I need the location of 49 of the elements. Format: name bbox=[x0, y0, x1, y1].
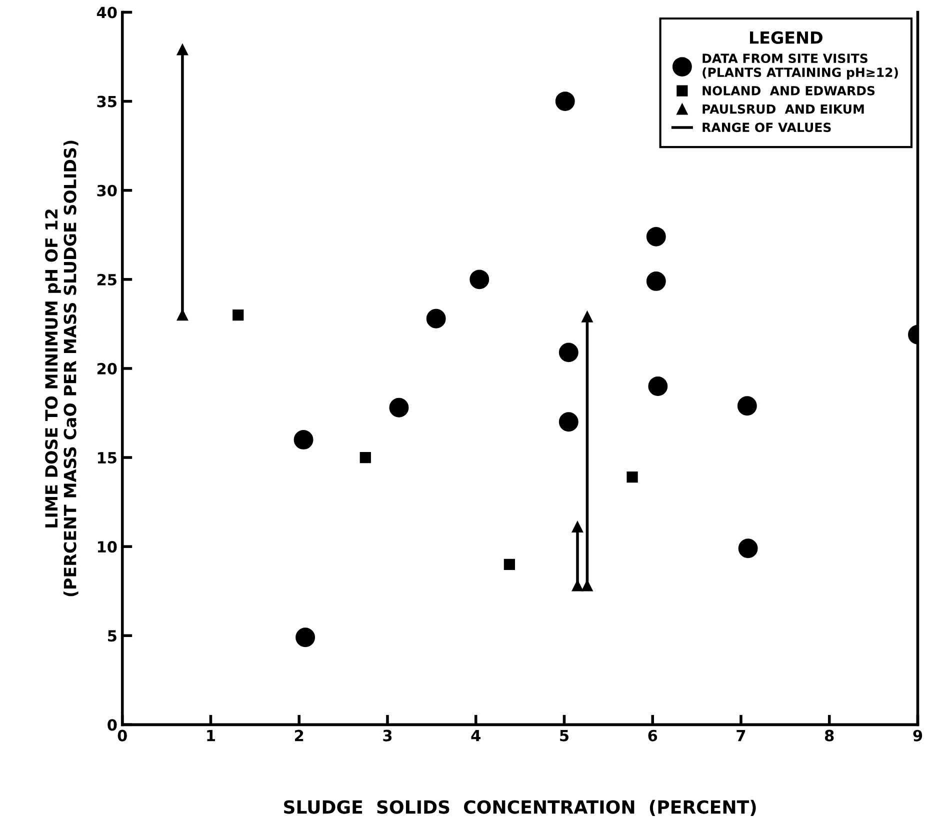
point bbox=[572, 521, 584, 533]
y-tick-label: 30 bbox=[97, 184, 117, 196]
x-tick-label: 0 bbox=[118, 730, 127, 742]
point bbox=[389, 398, 409, 418]
legend-label: NOLAND AND EDWARDS bbox=[702, 86, 875, 96]
point bbox=[296, 628, 316, 648]
x-axis-title: SLUDGE SOLIDS CONCENTRATION (PERCENT) bbox=[284, 800, 756, 816]
legend-label: PAULSRUD AND EIKUM bbox=[702, 104, 864, 114]
x-tick-label: 8 bbox=[824, 730, 834, 742]
point bbox=[558, 342, 578, 362]
y-tick-label: 35 bbox=[97, 96, 116, 108]
x-tick-label: 7 bbox=[736, 730, 746, 742]
point bbox=[558, 412, 578, 432]
x-tick-label: 3 bbox=[383, 730, 392, 742]
y-tick-label: 20 bbox=[97, 362, 117, 374]
legend-label: DATA FROM SITE VISITS (PLANTS ATTAINING pH≥12) bbox=[702, 54, 898, 80]
x-tick-label: 5 bbox=[560, 730, 568, 742]
point bbox=[582, 311, 593, 322]
y-tick-label: 40 bbox=[96, 6, 117, 18]
point bbox=[646, 271, 666, 291]
y-tick-label: 15 bbox=[98, 452, 116, 464]
legend-label: RANGE OF VALUES bbox=[702, 122, 831, 132]
point bbox=[582, 580, 593, 592]
point bbox=[737, 396, 757, 416]
point bbox=[504, 558, 515, 570]
point bbox=[572, 580, 584, 592]
y-axis-title: LIME DOSE TO MINIMUM pH OF 12 (PERCENT MASS CaO PER MASS SLUDGE SOLIDS) bbox=[45, 140, 78, 596]
y-tick-label: 10 bbox=[98, 541, 117, 553]
point bbox=[176, 44, 188, 56]
point bbox=[626, 472, 638, 483]
point bbox=[294, 430, 314, 450]
point bbox=[232, 309, 244, 321]
y-tick-label: 5 bbox=[108, 630, 116, 642]
point bbox=[176, 309, 188, 321]
point bbox=[555, 92, 575, 112]
y-tick-label: 0 bbox=[108, 719, 117, 731]
y-tick-label: 25 bbox=[97, 274, 116, 286]
x-tick-label: 4 bbox=[471, 730, 480, 742]
point bbox=[648, 376, 668, 396]
point bbox=[360, 452, 371, 464]
x-tick-label: 2 bbox=[295, 730, 304, 742]
point bbox=[738, 538, 758, 558]
x-tick-label: 9 bbox=[913, 730, 922, 742]
x-tick-label: 6 bbox=[648, 730, 658, 742]
point bbox=[470, 270, 490, 290]
x-tick-label: 1 bbox=[207, 730, 216, 742]
legend-title: LEGEND bbox=[750, 31, 822, 44]
point bbox=[426, 308, 446, 328]
point bbox=[646, 226, 666, 246]
